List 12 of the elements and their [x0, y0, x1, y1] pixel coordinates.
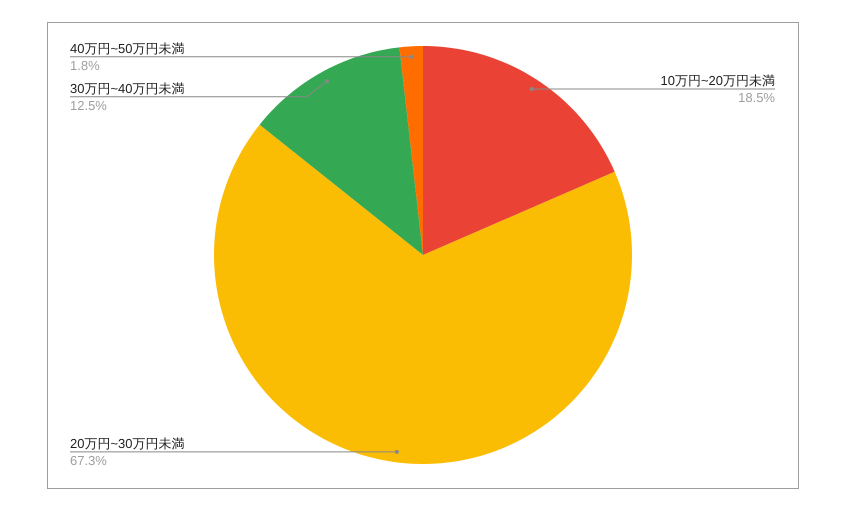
data-label: 12.5% — [70, 98, 108, 113]
pie-slice — [399, 46, 423, 255]
data-label: 67.3% — [70, 452, 108, 468]
slice-label: 10万円~20万円未満 — [660, 72, 775, 88]
slice-label: 30万円~40万円未満 — [70, 80, 185, 96]
data-label: 1.8% — [70, 58, 100, 73]
pie-slice — [260, 47, 423, 255]
pie-slice — [214, 124, 632, 464]
pie-slice — [423, 46, 615, 255]
slice-label: 40万円~50万円未満 — [70, 40, 185, 56]
data-label: 18.5% — [738, 90, 776, 105]
slice-label: 20万円~30万円未満 — [70, 436, 185, 451]
